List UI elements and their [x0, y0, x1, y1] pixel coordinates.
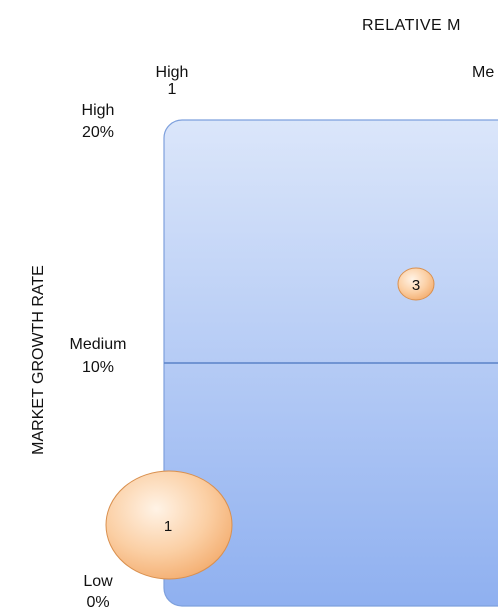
y-tick-low-label: Low [83, 573, 113, 590]
x-tick-medium-label: Me [472, 64, 494, 81]
x-axis-title: RELATIVE M [362, 17, 461, 34]
x-tick-high-label: High [156, 64, 189, 81]
bubble-1-label: 1 [164, 518, 172, 535]
bubble-3: 3 [397, 267, 435, 301]
y-tick-medium-label: Medium [70, 336, 127, 353]
bubble-3-label: 3 [412, 277, 420, 294]
bubble-1: 1 [105, 470, 233, 580]
y-tick-medium-value: 10% [82, 359, 114, 376]
y-tick-high-label: High [82, 102, 115, 119]
y-axis-title: MARKET GROWTH RATE [30, 265, 47, 455]
x-tick-high-value: 1 [168, 81, 177, 98]
y-tick-high-value: 20% [82, 124, 114, 141]
y-tick-low-value: 0% [86, 594, 109, 611]
